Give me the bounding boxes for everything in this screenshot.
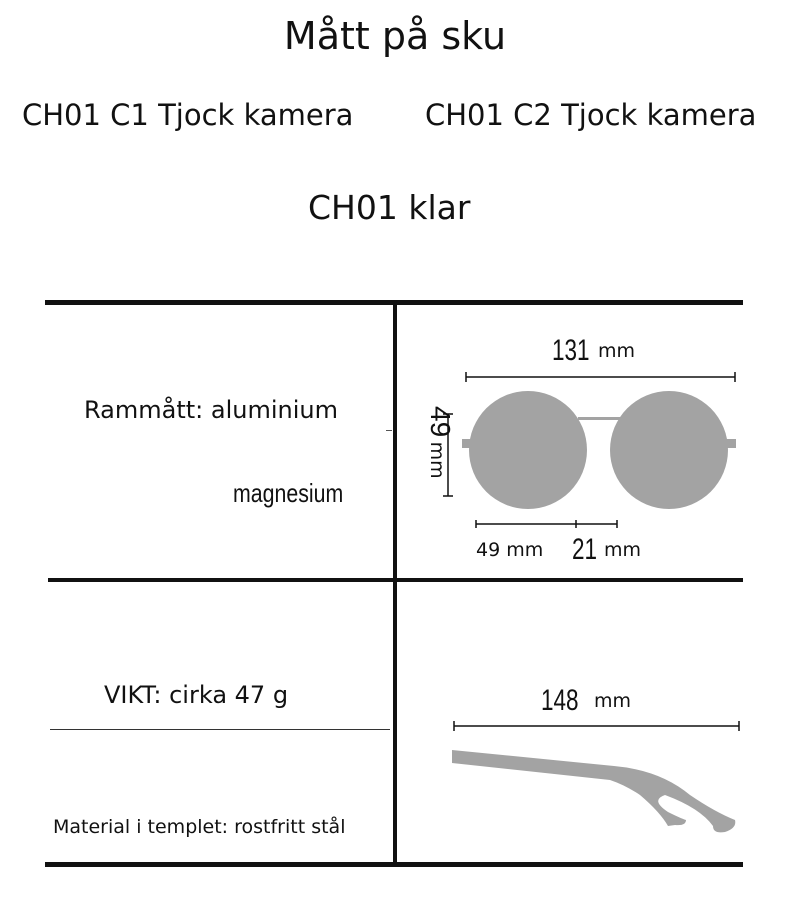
width-measure-line — [465, 372, 736, 382]
left-lens — [469, 391, 587, 509]
total-width-unit: mm — [598, 340, 636, 362]
glasses-front-icon — [462, 391, 736, 509]
frame-material-label-2: magnesium — [233, 478, 344, 508]
sku-c1: CH01 C1 Tjock kamera — [22, 98, 354, 132]
right-hinge — [724, 439, 736, 448]
bridge-bar — [578, 417, 622, 420]
sku-c2: CH01 C2 Tjock kamera — [425, 98, 757, 132]
sku-clear: CH01 klar — [308, 188, 471, 227]
temple-length-unit: mm — [594, 690, 632, 712]
bridge-value: 21 — [572, 533, 598, 566]
right-lens — [610, 391, 728, 509]
temple-material-label: Material i templet: rostfritt stål — [53, 816, 346, 838]
temple-length-value: 148 — [541, 684, 579, 717]
page-title: Mått på sku — [283, 14, 507, 58]
lens-height-unit: mm — [426, 441, 448, 479]
lens-width-value: 49 mm — [476, 539, 544, 561]
lens-bridge-measure-line — [475, 520, 618, 528]
temple-measure-line — [453, 721, 740, 731]
frame-material-label: Rammått: aluminium — [84, 396, 338, 424]
lens-height-value: 49 — [425, 406, 456, 438]
weight-label: VIKT: cirka 47 g — [104, 681, 289, 709]
row-divider-thin — [50, 729, 390, 730]
temple-side-icon — [452, 750, 736, 833]
tick-mark — [386, 430, 392, 431]
total-width-value: 131 — [552, 334, 590, 367]
left-hinge — [462, 439, 474, 448]
bridge-unit: mm — [604, 539, 642, 561]
lens-height-label: 49 mm — [424, 406, 456, 486]
height-measure-line — [443, 413, 453, 497]
table-column-divider — [393, 302, 397, 865]
